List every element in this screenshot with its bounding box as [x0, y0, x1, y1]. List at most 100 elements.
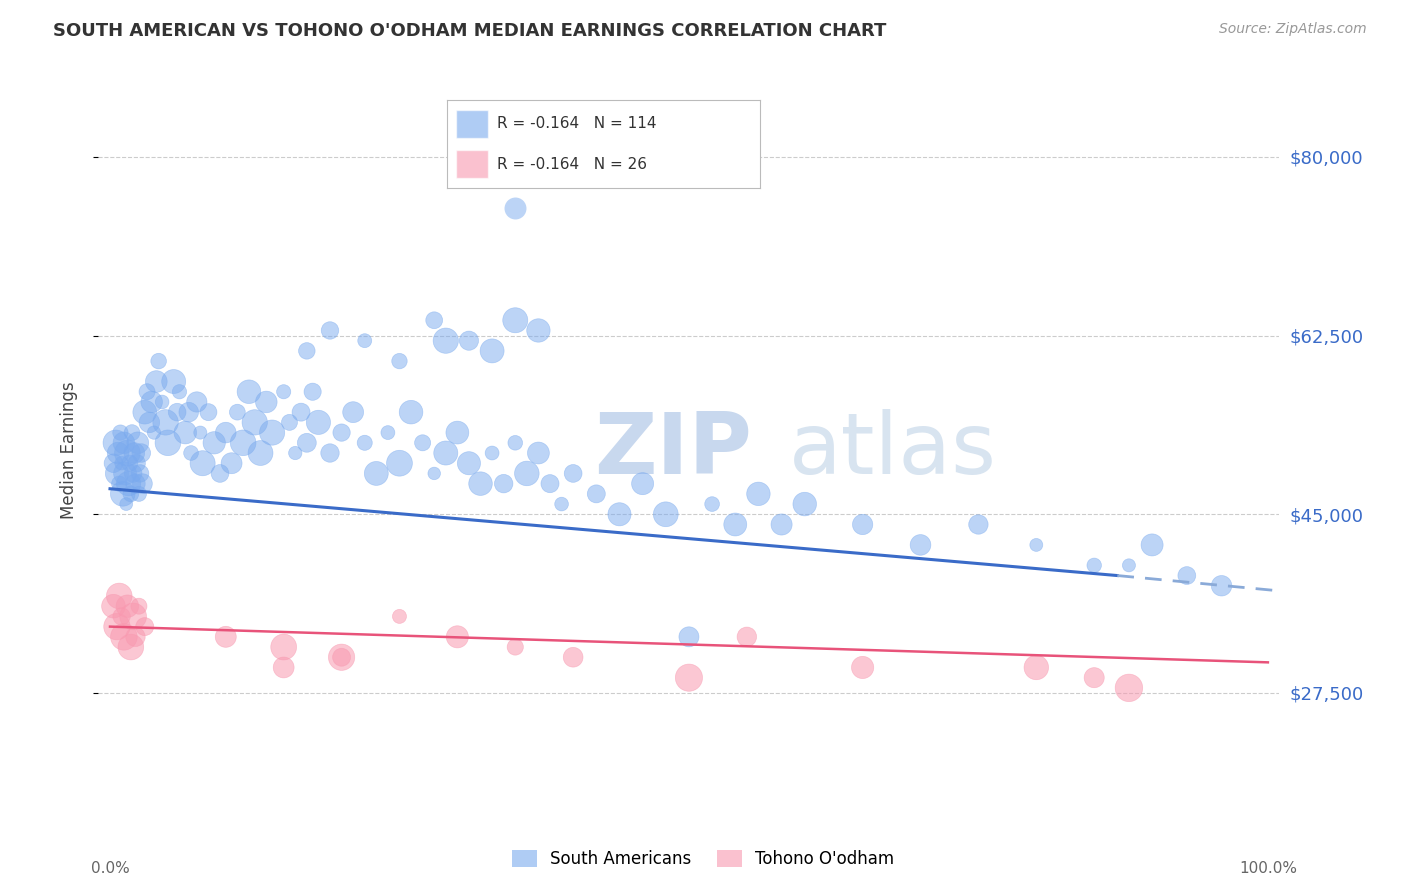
Point [262, 425, 284, 440]
Point [111, 487, 134, 501]
Point [527, 446, 550, 460]
Point [516, 467, 538, 481]
Point [108, 476, 131, 491]
Point [793, 497, 815, 511]
Point [110, 609, 132, 624]
Point [208, 467, 231, 481]
Point [284, 446, 307, 460]
Point [330, 425, 353, 440]
Point [342, 405, 364, 419]
Point [128, 599, 150, 614]
Point [103, 599, 125, 614]
Point [129, 467, 152, 481]
Point [124, 446, 146, 460]
Point [366, 467, 388, 481]
Point [747, 487, 769, 501]
Point [166, 405, 188, 419]
Point [108, 589, 131, 603]
Point [735, 630, 758, 644]
Y-axis label: Median Earnings: Median Earnings [59, 382, 77, 519]
Point [655, 508, 678, 522]
Point [215, 425, 238, 440]
Point [169, 384, 191, 399]
Point [631, 476, 654, 491]
Point [273, 640, 295, 654]
Point [458, 334, 481, 348]
Point [503, 313, 526, 327]
Point [852, 517, 875, 532]
Text: SOUTH AMERICAN VS TOHONO O'ODHAM MEDIAN EARNINGS CORRELATION CHART: SOUTH AMERICAN VS TOHONO O'ODHAM MEDIAN … [53, 22, 887, 40]
Point [503, 640, 526, 654]
Point [191, 456, 214, 470]
Point [290, 405, 312, 419]
Point [700, 497, 723, 511]
Point [470, 476, 492, 491]
Text: Source: ZipAtlas.com: Source: ZipAtlas.com [1219, 22, 1367, 37]
Point [562, 467, 585, 481]
Point [295, 435, 318, 450]
Point [112, 435, 135, 450]
Point [188, 425, 211, 440]
Point [319, 323, 342, 337]
Point [678, 630, 700, 644]
Point [423, 313, 446, 327]
Point [503, 201, 526, 215]
Legend: South Americans, Tohono O'odham: South Americans, Tohono O'odham [505, 843, 901, 875]
Point [124, 476, 146, 491]
Point [412, 435, 434, 450]
Point [388, 354, 411, 368]
Point [538, 476, 561, 491]
Point [1211, 579, 1233, 593]
Point [117, 446, 139, 460]
Point [481, 446, 503, 460]
Text: 0.0%: 0.0% [90, 862, 129, 877]
Point [423, 467, 446, 481]
Point [1140, 538, 1163, 552]
Point [127, 435, 149, 450]
Point [202, 435, 225, 450]
Point [145, 375, 167, 389]
Point [174, 425, 197, 440]
Point [585, 487, 607, 501]
Point [122, 467, 145, 481]
Point [503, 435, 526, 450]
Point [550, 497, 572, 511]
Point [243, 416, 266, 430]
Point [967, 517, 990, 532]
Point [143, 425, 166, 440]
Point [120, 487, 142, 501]
Point [110, 425, 132, 440]
Point [1118, 558, 1140, 573]
Point [232, 435, 254, 450]
Point [122, 609, 145, 624]
Point [156, 435, 179, 450]
Point [134, 619, 156, 633]
Point [609, 508, 631, 522]
Point [399, 405, 422, 419]
Point [1118, 681, 1140, 695]
Point [377, 425, 399, 440]
Point [163, 375, 186, 389]
Point [138, 416, 160, 430]
Point [112, 630, 135, 644]
Point [105, 467, 128, 481]
Point [197, 405, 219, 419]
Point [1175, 568, 1198, 582]
Point [186, 395, 208, 409]
Point [121, 425, 143, 440]
Point [118, 456, 141, 470]
Point [120, 640, 142, 654]
Point [353, 334, 375, 348]
Point [1083, 558, 1105, 573]
Point [134, 405, 156, 419]
Point [527, 323, 550, 337]
Point [434, 446, 457, 460]
Point [446, 630, 468, 644]
Point [249, 446, 271, 460]
Point [446, 425, 468, 440]
Point [388, 456, 411, 470]
Point [273, 660, 295, 674]
Point [125, 456, 148, 470]
Point [1083, 671, 1105, 685]
Point [115, 497, 138, 511]
